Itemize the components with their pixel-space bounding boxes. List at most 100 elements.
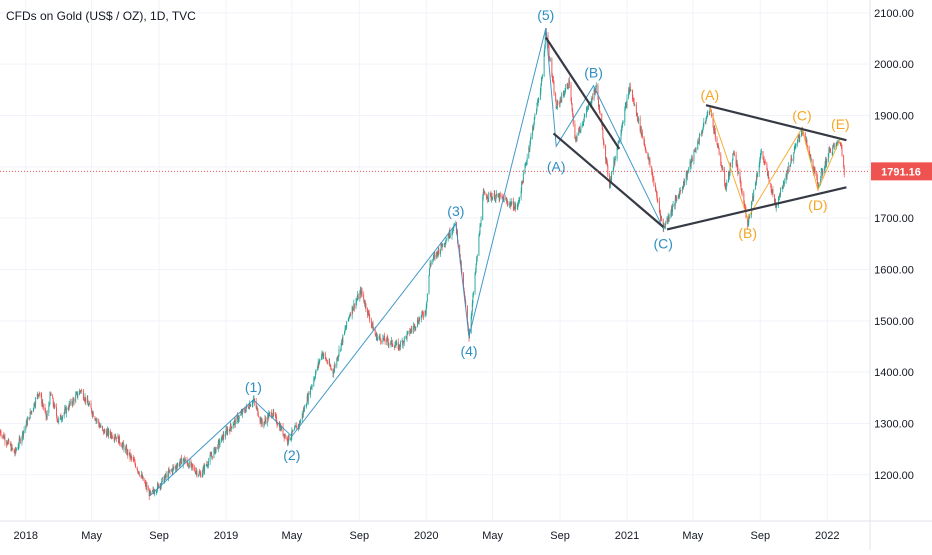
- candle-body: [408, 331, 409, 332]
- candle-body: [104, 430, 105, 432]
- candle-body: [180, 459, 181, 463]
- candle-body: [233, 426, 234, 429]
- candle-body: [799, 136, 800, 138]
- candle-body: [672, 207, 673, 212]
- candle-body: [112, 438, 113, 439]
- y-tick-label: 1600.00: [874, 264, 914, 276]
- candle-body: [488, 193, 489, 199]
- candle-body: [74, 399, 75, 402]
- candle-body: [807, 145, 808, 146]
- candle-body: [508, 203, 509, 205]
- candle-body: [102, 426, 103, 429]
- candle-body: [477, 256, 478, 258]
- candle-body: [24, 430, 25, 432]
- candle-body: [627, 98, 628, 107]
- candle-body: [49, 394, 50, 404]
- candle-body: [131, 457, 132, 459]
- candle-body: [204, 465, 205, 471]
- x-tick-label: Sep: [751, 530, 771, 542]
- candle-body: [496, 194, 497, 196]
- candle-body: [269, 413, 270, 414]
- wave-label: (C): [653, 235, 672, 251]
- candle-body: [478, 236, 479, 255]
- candle-body: [500, 194, 501, 196]
- wave-label: (D): [808, 197, 827, 213]
- candle-body: [345, 328, 346, 329]
- candle-body: [208, 461, 209, 465]
- candle-body: [56, 407, 57, 416]
- candle-body: [91, 403, 92, 408]
- candle-body: [43, 405, 44, 407]
- candle-body: [216, 447, 217, 449]
- candle-body: [550, 59, 551, 61]
- candle-body: [203, 469, 204, 473]
- trendline: [553, 133, 663, 226]
- candle-body: [331, 369, 332, 370]
- candle-body: [842, 148, 843, 156]
- candle-body: [446, 241, 447, 244]
- candle-body: [693, 151, 694, 161]
- candle-body: [623, 122, 624, 123]
- candle-body: [369, 317, 370, 321]
- candle-body: [354, 304, 355, 308]
- candle-body: [170, 470, 171, 471]
- candle-body: [673, 204, 674, 207]
- candle-body: [611, 172, 612, 180]
- candle-body: [289, 435, 290, 440]
- candle-body: [723, 169, 724, 171]
- candle-body: [717, 139, 718, 144]
- candle-body: [815, 170, 816, 173]
- candle-body: [484, 192, 485, 195]
- candle-body: [607, 165, 608, 174]
- y-tick-label: 2000.00: [874, 59, 914, 71]
- candle-body: [703, 122, 704, 127]
- candle-body: [93, 412, 94, 416]
- x-tick-label: 2019: [214, 530, 238, 542]
- candle-body: [527, 157, 528, 162]
- candle-body: [342, 335, 343, 343]
- candle-body: [377, 337, 378, 340]
- candle-body: [592, 97, 593, 99]
- candle-body: [742, 192, 743, 193]
- candle-body: [193, 467, 194, 468]
- candle-body: [821, 172, 822, 179]
- candle-body: [763, 151, 764, 159]
- candle-body: [39, 393, 40, 394]
- candle-body: [273, 412, 274, 415]
- candle-body: [162, 477, 163, 478]
- candle-body: [308, 393, 309, 401]
- candle-body: [473, 292, 474, 295]
- candle-body: [811, 159, 812, 160]
- wave-lines: [150, 28, 840, 495]
- candle-body: [97, 420, 98, 421]
- candle-body: [189, 462, 190, 468]
- candle-body: [549, 47, 550, 56]
- candle-body: [388, 344, 389, 345]
- candle-body: [676, 198, 677, 199]
- candle-body: [426, 301, 427, 307]
- candle-body: [220, 442, 221, 444]
- x-tick-label: 2018: [14, 530, 38, 542]
- candle-body: [659, 201, 660, 210]
- candle-body: [429, 268, 430, 275]
- wave-label: (C): [792, 107, 811, 123]
- candle-body: [538, 99, 539, 100]
- candle-body: [31, 411, 32, 412]
- wave-label: (1): [245, 379, 262, 395]
- candle-body: [577, 135, 578, 139]
- candle-body: [235, 420, 236, 424]
- candle-body: [381, 341, 382, 342]
- candle-body: [47, 413, 48, 418]
- x-tick-label: May: [81, 530, 102, 542]
- wave-label: (2): [283, 447, 300, 463]
- candle-body: [724, 170, 725, 183]
- y-tick-label: 1700.00: [874, 213, 914, 225]
- candle-body: [173, 467, 174, 468]
- candle-body: [699, 134, 700, 135]
- candle-body: [20, 439, 21, 443]
- candle-body: [442, 243, 443, 247]
